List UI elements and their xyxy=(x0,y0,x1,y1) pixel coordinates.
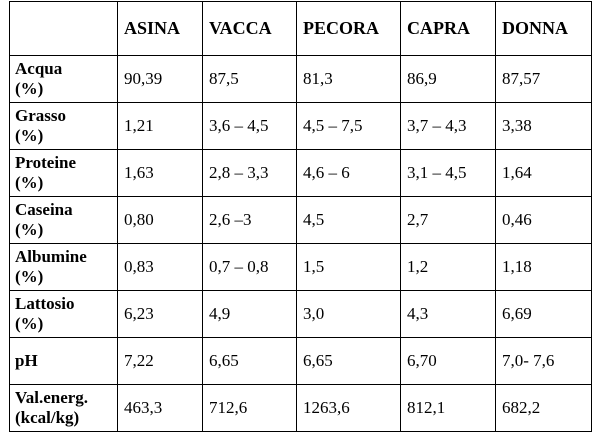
cell: 7,0- 7,6 xyxy=(495,337,592,385)
cell: 3,7 – 4,3 xyxy=(400,102,496,150)
cell: 87,57 xyxy=(495,55,592,103)
milk-table: ASINA VACCA PECORA CAPRA DONNA Acqua (%) 90,3… xyxy=(9,1,592,432)
cell: 3,6 – 4,5 xyxy=(202,102,297,150)
cell: 1,5 xyxy=(296,243,401,291)
cell: 6,70 xyxy=(400,337,496,385)
corner-cell xyxy=(9,1,118,56)
cell: 3,38 xyxy=(495,102,592,150)
cell: 4,6 – 6 xyxy=(296,149,401,197)
cell: 4,5 – 7,5 xyxy=(296,102,401,150)
cell: 4,3 xyxy=(400,290,496,338)
column-header: CAPRA xyxy=(400,1,496,56)
cell: 0,46 xyxy=(495,196,592,244)
cell: 463,3 xyxy=(117,384,203,432)
column-header: ASINA xyxy=(117,1,203,56)
table-row: pH 7,22 6,65 6,65 6,70 7,0- 7,6 xyxy=(9,337,592,385)
cell: 86,9 xyxy=(400,55,496,103)
cell: 90,39 xyxy=(117,55,203,103)
cell: 812,1 xyxy=(400,384,496,432)
cell: 1,2 xyxy=(400,243,496,291)
cell: 712,6 xyxy=(202,384,297,432)
cell: 1,21 xyxy=(117,102,203,150)
table-row: Lattosio (%) 6,23 4,9 3,0 4,3 6,69 xyxy=(9,290,592,338)
cell: 3,1 – 4,5 xyxy=(400,149,496,197)
row-label: Caseina (%) xyxy=(9,196,118,244)
row-label: Acqua (%) xyxy=(9,55,118,103)
column-header: VACCA xyxy=(202,1,297,56)
cell: 0,7 – 0,8 xyxy=(202,243,297,291)
table-container: ASINA VACCA PECORA CAPRA DONNA Acqua (%) 90,3… xyxy=(9,1,592,432)
cell: 6,69 xyxy=(495,290,592,338)
cell: 87,5 xyxy=(202,55,297,103)
table-row: Grasso (%) 1,21 3,6 – 4,5 4,5 – 7,5 3,7 – 4,… xyxy=(9,102,592,150)
column-header: DONNA xyxy=(495,1,592,56)
cell: 2,6 –3 xyxy=(202,196,297,244)
column-header: PECORA xyxy=(296,1,401,56)
cell: 81,3 xyxy=(296,55,401,103)
cell: 682,2 xyxy=(495,384,592,432)
cell: 1,64 xyxy=(495,149,592,197)
table-row: Acqua (%) 90,39 87,5 81,3 86,9 87,57 xyxy=(9,55,592,103)
table-row: Caseina (%) 0,80 2,6 –3 4,5 2,7 0,46 xyxy=(9,196,592,244)
row-label: Val.energ. (kcal/kg) xyxy=(9,384,118,432)
cell: 2,8 – 3,3 xyxy=(202,149,297,197)
cell: 1,18 xyxy=(495,243,592,291)
table-row: Proteine (%) 1,63 2,8 – 3,3 4,6 – 6 3,1 – 4,… xyxy=(9,149,592,197)
cell: 1263,6 xyxy=(296,384,401,432)
cell: 0,80 xyxy=(117,196,203,244)
table-row: Albumine (%) 0,83 0,7 – 0,8 1,5 1,2 1,18 xyxy=(9,243,592,291)
cell: 1,63 xyxy=(117,149,203,197)
row-label: Albumine (%) xyxy=(9,243,118,291)
row-label: Grasso (%) xyxy=(9,102,118,150)
cell: 3,0 xyxy=(296,290,401,338)
table-row: Val.energ. (kcal/kg) 463,3 712,6 1263,6 812,… xyxy=(9,384,592,432)
row-label: pH xyxy=(9,337,118,385)
cell: 0,83 xyxy=(117,243,203,291)
cell: 4,5 xyxy=(296,196,401,244)
row-label: Lattosio (%) xyxy=(9,290,118,338)
cell: 6,65 xyxy=(296,337,401,385)
cell: 7,22 xyxy=(117,337,203,385)
row-label: Proteine (%) xyxy=(9,149,118,197)
cell: 6,23 xyxy=(117,290,203,338)
table-body: Acqua (%) 90,39 87,5 81,3 86,9 87,57 Grasso (%… xyxy=(9,55,592,432)
cell: 2,7 xyxy=(400,196,496,244)
header-row: ASINA VACCA PECORA CAPRA DONNA xyxy=(9,1,592,56)
cell: 6,65 xyxy=(202,337,297,385)
cell: 4,9 xyxy=(202,290,297,338)
